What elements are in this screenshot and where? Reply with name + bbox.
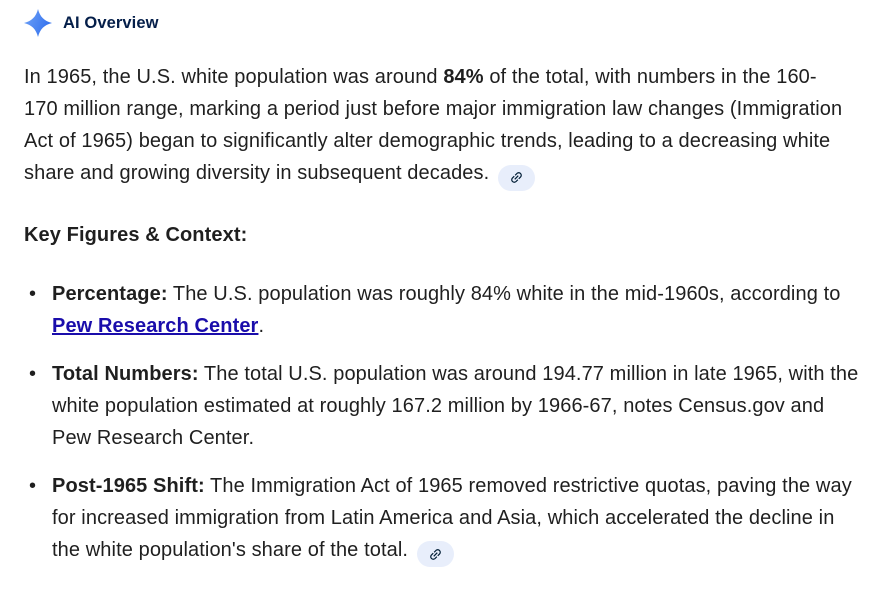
ai-overview-header: AI Overview (24, 9, 859, 37)
bullet-text-after-link: . (258, 314, 265, 337)
intro-bold-percentage: 84% (443, 66, 484, 88)
sparkle-icon (24, 9, 52, 37)
bullet-text: The total U.S. population was around 194… (52, 362, 859, 449)
ai-overview-panel: AI Overview In 1965, the U.S. white popu… (0, 0, 893, 567)
bullet-label: Post-1965 Shift: (52, 474, 205, 497)
key-figures-list: Percentage: The U.S. population was roug… (24, 278, 859, 567)
bullet-label: Total Numbers: (52, 362, 199, 385)
intro-text-continued: of the total, with numbers in the 160-17… (24, 66, 843, 184)
link-icon (511, 172, 523, 183)
citation-chip[interactable] (417, 541, 455, 567)
bullet-text: The Immigration Act of 1965 removed rest… (52, 474, 852, 561)
link-icon (430, 548, 441, 560)
bullet-text: The U.S. population was roughly 84% whit… (167, 282, 841, 305)
section-heading: Key Figures & Context: (24, 223, 248, 246)
page-title: AI Overview (63, 13, 159, 32)
list-item-total-numbers: Total Numbers: The total U.S. population… (24, 358, 859, 454)
intro-text: In 1965, the U.S. white population was a… (24, 66, 444, 88)
pew-research-center-link[interactable]: Pew Research Center (52, 314, 259, 337)
overview-paragraph: In 1965, the U.S. white population was a… (24, 61, 846, 191)
list-item-percentage: Percentage: The U.S. population was roug… (24, 278, 859, 342)
bullet-label: Percentage: (52, 282, 168, 305)
citation-chip[interactable] (498, 164, 536, 191)
list-item-post-1965-shift: Post-1965 Shift: The Immigration Act of … (24, 470, 859, 567)
